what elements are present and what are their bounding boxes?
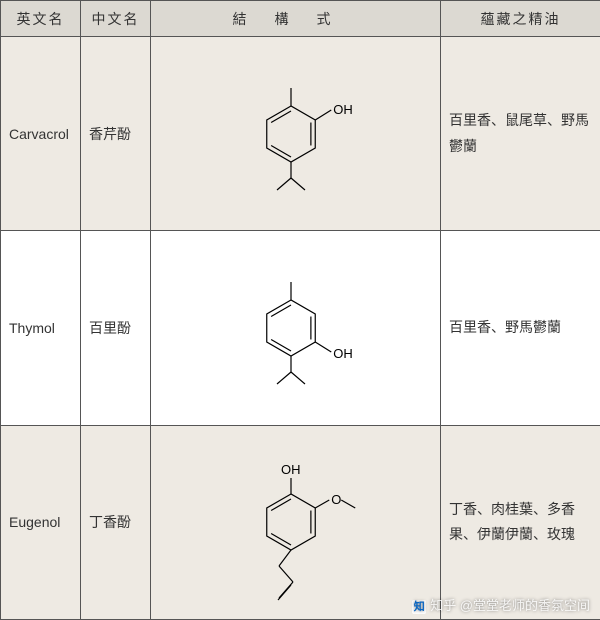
- cell-oils: 百里香、野馬鬱蘭: [441, 231, 600, 425]
- svg-text:OH: OH: [333, 102, 353, 117]
- cell-chinese: 丁香酚: [81, 425, 151, 619]
- svg-text:O: O: [331, 492, 341, 507]
- table-row: Carvacrol 香芹酚 OH 百里香、鼠尾草、野馬鬱蘭: [1, 37, 600, 231]
- cell-structure: OH: [151, 37, 441, 231]
- cell-chinese: 百里酚: [81, 231, 151, 425]
- cell-structure: OH: [151, 231, 441, 425]
- cell-structure: OH O: [151, 425, 441, 619]
- svg-text:OH: OH: [281, 462, 301, 477]
- header-chinese: 中文名: [81, 1, 151, 37]
- cell-english: Thymol: [1, 231, 81, 425]
- header-english: 英文名: [1, 1, 81, 37]
- cell-chinese: 香芹酚: [81, 37, 151, 231]
- svg-text:OH: OH: [333, 346, 353, 361]
- table-row: Thymol 百里酚 OH 百里香、野馬鬱蘭: [1, 231, 600, 425]
- table-row: Eugenol 丁香酚 OH O 丁香、肉桂葉、多香果、伊蘭伊蘭、玫瑰: [1, 425, 600, 619]
- cell-oils: 丁香、肉桂葉、多香果、伊蘭伊蘭、玫瑰: [441, 425, 600, 619]
- header-oils: 蘊藏之精油: [441, 1, 600, 37]
- table-header-row: 英文名 中文名 結構式 蘊藏之精油: [1, 1, 600, 37]
- cell-english: Eugenol: [1, 425, 81, 619]
- cell-english: Carvacrol: [1, 37, 81, 231]
- header-structure: 結構式: [151, 1, 441, 37]
- compound-table: 英文名 中文名 結構式 蘊藏之精油 Carvacrol 香芹酚 OH 百里香、鼠…: [0, 0, 600, 620]
- cell-oils: 百里香、鼠尾草、野馬鬱蘭: [441, 37, 600, 231]
